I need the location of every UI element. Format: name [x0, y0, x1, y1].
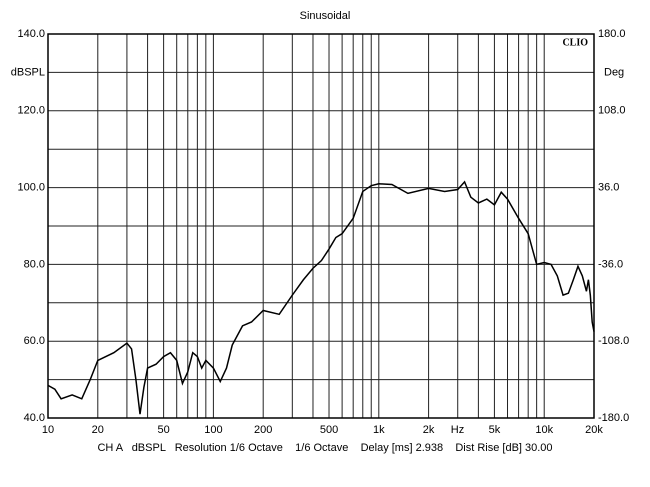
y-tick-label: 40.0 — [24, 412, 45, 424]
y-axis-label: dBSPL — [11, 66, 45, 78]
footer: CH A dBSPL Resolution 1/6 Octave 1/6 Oct… — [97, 442, 552, 454]
y-tick-label: 60.0 — [24, 335, 45, 347]
y2-tick-label: 36.0 — [598, 182, 619, 194]
x-axis-label: Hz — [451, 424, 464, 436]
x-tick-label: 10 — [42, 424, 54, 436]
y-tick-label: 120.0 — [17, 105, 45, 117]
data-line — [47, 180, 595, 415]
x-tick-label: 200 — [254, 424, 272, 436]
brand: CLIO — [562, 37, 588, 48]
x-tick-label: 10k — [535, 424, 553, 436]
x-tick-label: 50 — [157, 424, 169, 436]
y-tick-label: 140.0 — [17, 28, 45, 40]
y2-tick-label: -180.0 — [598, 412, 629, 424]
x-tick-label: 100 — [204, 424, 222, 436]
y2-tick-label: 108.0 — [598, 105, 626, 117]
plot-frame — [47, 33, 595, 419]
chart-title: Sinusoidal — [300, 10, 351, 22]
x-tick-label: 20 — [92, 424, 104, 436]
y-tick-label: 80.0 — [24, 258, 45, 270]
x-tick-label: 20k — [585, 424, 603, 436]
x-tick-label: 1k — [373, 424, 385, 436]
x-tick-label: 5k — [489, 424, 501, 436]
x-tick-label: 2k — [423, 424, 435, 436]
y2-axis-label: Deg — [604, 66, 624, 78]
y-tick-label: 100.0 — [17, 182, 45, 194]
y2-tick-label: 180.0 — [598, 28, 626, 40]
y2-tick-label: -36.0 — [598, 258, 623, 270]
x-tick-label: 500 — [320, 424, 338, 436]
y2-tick-label: -108.0 — [598, 335, 629, 347]
